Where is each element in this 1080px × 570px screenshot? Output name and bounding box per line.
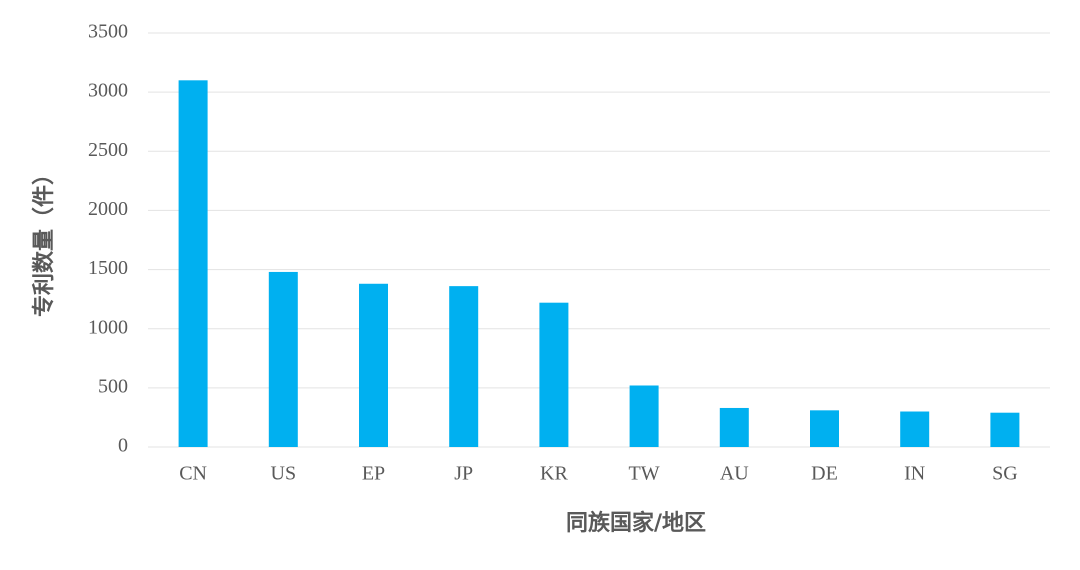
x-tick-label: DE [811, 463, 838, 485]
x-tick-label: IN [904, 463, 925, 485]
x-tick-label: EP [362, 463, 385, 485]
x-tick-label: TW [629, 463, 660, 485]
y-tick-label: 3500 [88, 21, 128, 43]
x-tick-label: JP [454, 463, 473, 485]
x-tick-label: US [271, 463, 297, 485]
y-tick-label: 500 [98, 375, 128, 397]
y-tick-label: 1500 [88, 257, 128, 279]
y-tick-label: 1000 [88, 316, 128, 338]
x-axis-title: 同族国家/地区 [566, 510, 706, 536]
bar [359, 283, 388, 447]
bar [719, 407, 749, 447]
x-tick-label: CN [179, 463, 207, 485]
x-tick-label: AU [720, 463, 749, 485]
y-tick-label: 3000 [88, 80, 128, 102]
y-tick-label: 2500 [88, 139, 128, 161]
bar [990, 412, 1020, 447]
bar [178, 80, 208, 448]
bar [268, 271, 298, 447]
bar [539, 302, 569, 447]
y-axis-title: 专利数量（件） [31, 163, 57, 317]
y-tick-label: 0 [118, 435, 128, 457]
bar [810, 410, 839, 447]
bar [900, 411, 930, 447]
x-tick-label: KR [540, 463, 568, 485]
bar [629, 385, 659, 447]
x-tick-label: SG [992, 463, 1018, 485]
bar [449, 286, 479, 447]
y-tick-label: 2000 [88, 198, 128, 220]
